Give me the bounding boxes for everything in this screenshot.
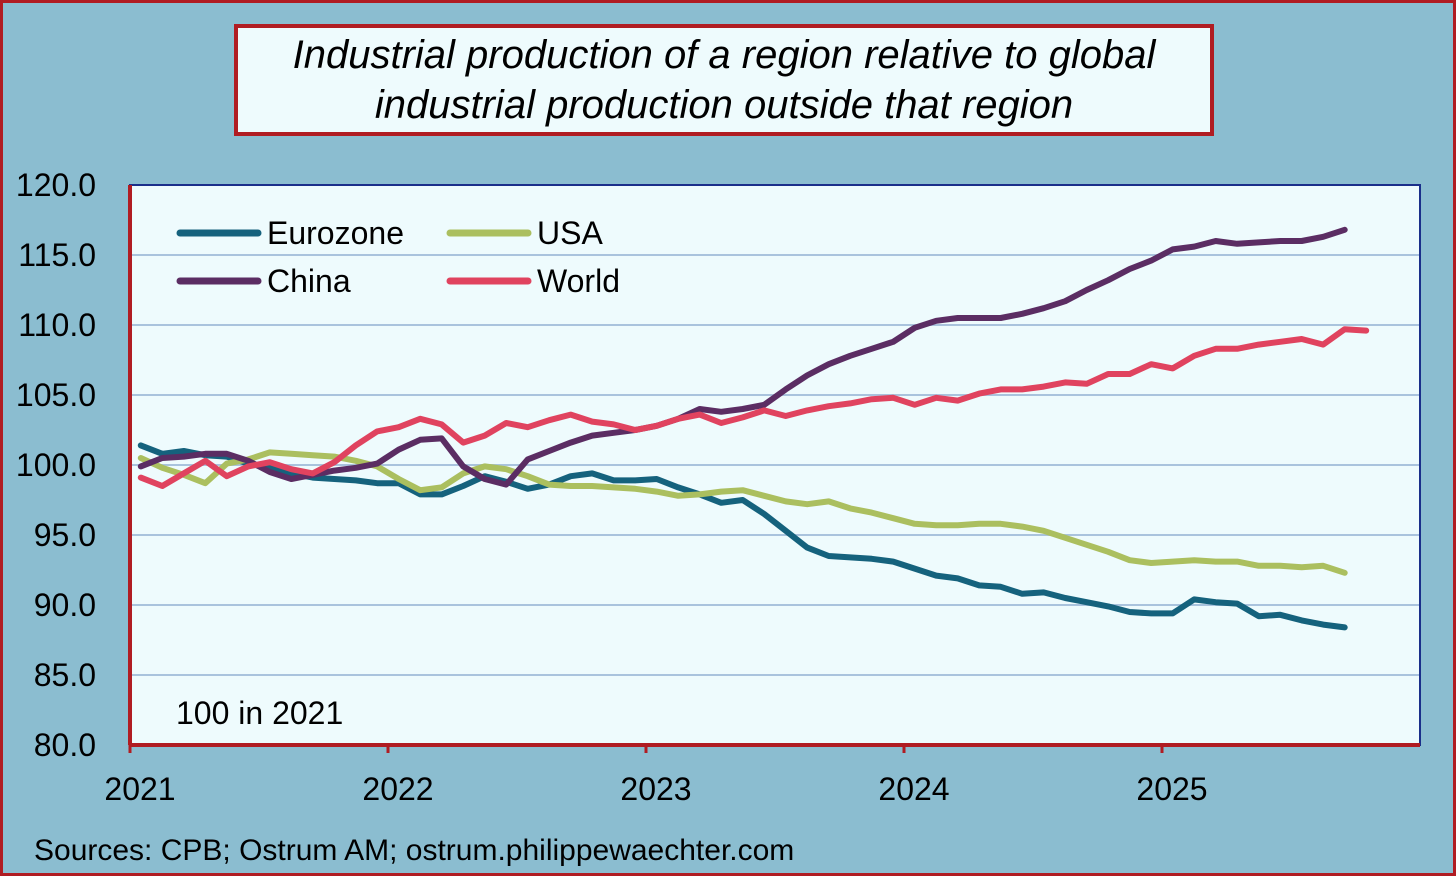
x-tick-label: 2023 (620, 771, 691, 807)
series-line-world (137, 326, 1370, 489)
y-tick-label: 110.0 (18, 307, 96, 343)
y-tick-label: 115.0 (18, 237, 96, 273)
y-tick-label: 100.0 (16, 447, 96, 483)
legend-label-world: World (537, 263, 620, 299)
base-note: 100 in 2021 (176, 695, 343, 731)
title-line-1: Industrial production of a region relati… (292, 33, 1156, 77)
title-line-2: industrial production outside that regio… (374, 83, 1074, 127)
y-tick-label: 90.0 (34, 587, 96, 623)
legend-label-eurozone: Eurozone (267, 215, 404, 251)
legend: Eurozone USA China World (176, 215, 620, 299)
legend-label-usa: USA (537, 215, 603, 251)
x-tick-label: 2025 (1136, 771, 1207, 807)
legend-label-china: China (267, 263, 351, 299)
chart-title: Industrial production of a region relati… (234, 24, 1214, 136)
y-tick-label: 120.0 (16, 167, 96, 203)
axes: 120.0 115.0 110.0 105.0 100.0 95.0 90.0 85.0 80.… (16, 167, 1421, 807)
series-lines (137, 226, 1370, 631)
x-tick-label: 2022 (362, 771, 433, 807)
source-text: Sources: CPB; Ostrum AM; ostrum.philippe… (34, 834, 795, 867)
y-tick-label: 105.0 (16, 377, 96, 413)
x-tick-label: 2021 (104, 771, 175, 807)
series-line-china (137, 226, 1348, 488)
y-tick-label: 85.0 (34, 657, 96, 693)
series-line-eurozone (137, 442, 1348, 631)
y-tick-label: 95.0 (34, 517, 96, 553)
y-tick-label: 80.0 (34, 727, 96, 763)
x-tick-label: 2024 (878, 771, 949, 807)
